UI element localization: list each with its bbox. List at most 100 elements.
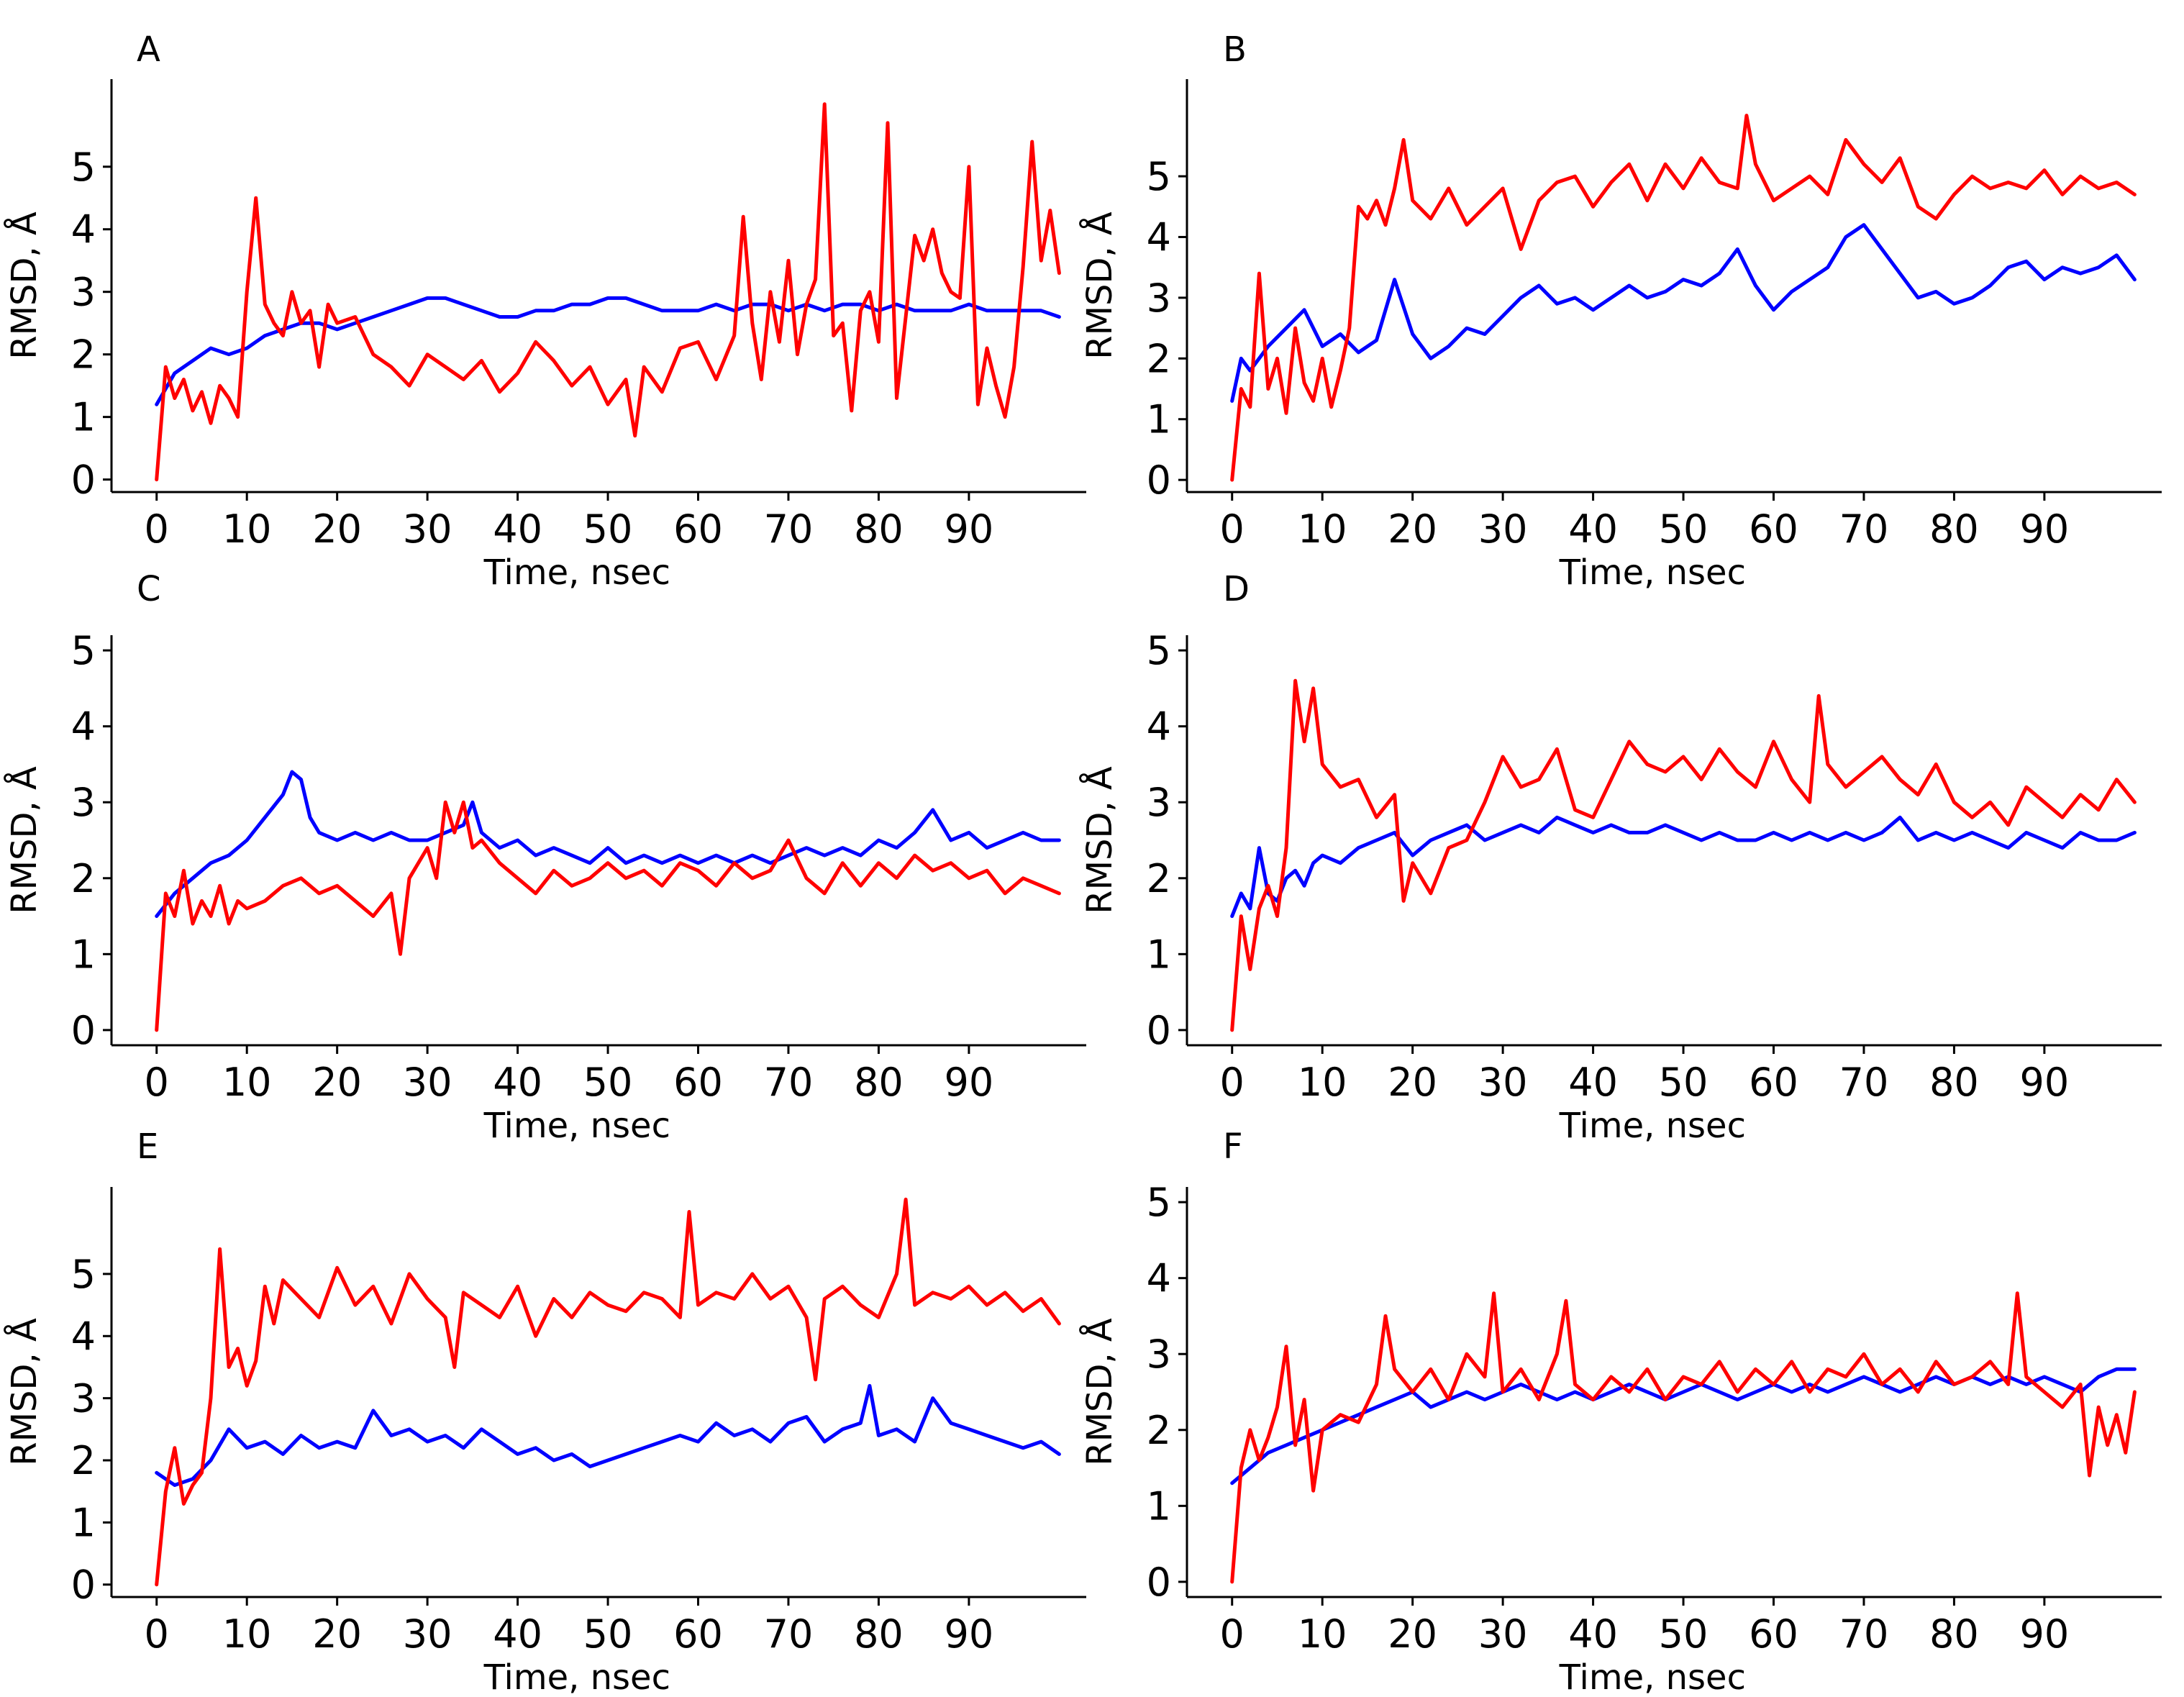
x-tick-label: 30 [1478, 1060, 1528, 1105]
x-tick-label: 60 [1749, 1060, 1798, 1105]
x-tick-label: 0 [145, 506, 169, 552]
x-tick-label: 20 [1388, 506, 1437, 552]
y-axis-title: RMSD, Å [4, 766, 45, 914]
series-line-blue [155, 296, 1061, 406]
y-tick-label: 0 [1147, 458, 1171, 503]
y-tick-label: 0 [1147, 1560, 1171, 1605]
x-tick-label: 0 [145, 1611, 169, 1657]
series-line-red [155, 102, 1061, 482]
y-tick-label: 2 [71, 856, 96, 901]
x-tick-label: 40 [1568, 1611, 1618, 1657]
x-tick-label: 60 [673, 1611, 723, 1657]
y-tick-label: 5 [71, 628, 96, 673]
x-tick-label: 70 [764, 506, 814, 552]
x-tick-label: 80 [1929, 1611, 1979, 1657]
y-tick-label: 5 [1147, 628, 1171, 673]
y-tick-label: 3 [1147, 1332, 1171, 1377]
x-tick-label: 80 [854, 506, 904, 552]
x-tick-label: 60 [673, 1060, 723, 1105]
y-tick-label: 5 [1147, 154, 1171, 199]
y-tick-label: 3 [71, 270, 96, 315]
x-axis-title: Time, nsec [483, 1106, 670, 1146]
y-tick-label: 4 [1147, 214, 1171, 260]
x-tick-label: 90 [2020, 1611, 2070, 1657]
series-line-red [155, 800, 1061, 1032]
series-line-blue [1230, 223, 2137, 403]
series-line-blue [155, 770, 1061, 919]
y-tick-label: 1 [1147, 1483, 1171, 1529]
x-tick-label: 40 [493, 1611, 542, 1657]
x-tick-label: 80 [1929, 506, 1979, 552]
y-tick-label: 1 [71, 1500, 96, 1545]
panel-label: A [137, 29, 160, 70]
x-tick-label: 30 [403, 1060, 452, 1105]
x-axis-title: Time, nsec [1559, 1106, 1746, 1146]
x-tick-label: 70 [1839, 1611, 1889, 1657]
x-tick-label: 30 [1478, 506, 1528, 552]
y-axis-title: RMSD, Å [1079, 1318, 1120, 1466]
x-tick-label: 70 [1839, 506, 1889, 552]
panel-label: E [137, 1127, 158, 1167]
x-tick-label: 70 [764, 1060, 814, 1105]
x-tick-label: 10 [222, 506, 272, 552]
x-axis-title: Time, nsec [483, 552, 670, 593]
y-axis-title: RMSD, Å [4, 211, 45, 360]
y-tick-label: 1 [71, 932, 96, 977]
y-tick-label: 5 [71, 1252, 96, 1297]
x-tick-label: 90 [2020, 506, 2070, 552]
x-tick-label: 90 [2020, 1060, 2070, 1105]
y-tick-label: 3 [1147, 780, 1171, 825]
y-tick-label: 2 [71, 1438, 96, 1483]
x-tick-label: 40 [493, 1060, 542, 1105]
y-tick-label: 3 [1147, 276, 1171, 321]
x-tick-label: 30 [403, 1611, 452, 1657]
x-tick-label: 70 [1839, 1060, 1889, 1105]
x-tick-label: 20 [312, 1611, 362, 1657]
x-tick-label: 50 [583, 1060, 633, 1105]
x-tick-label: 40 [1568, 1060, 1618, 1105]
series-line-red [1230, 114, 2137, 482]
y-tick-label: 0 [71, 458, 96, 503]
y-tick-label: 4 [71, 1314, 96, 1359]
x-tick-label: 90 [945, 506, 994, 552]
x-tick-label: 50 [583, 1611, 633, 1657]
y-tick-label: 2 [71, 332, 96, 378]
x-tick-label: 0 [1220, 1060, 1245, 1105]
y-tick-label: 0 [1147, 1008, 1171, 1053]
series-line-blue [155, 1383, 1061, 1487]
y-tick-label: 3 [71, 1376, 96, 1421]
x-axis-title: Time, nsec [1559, 552, 1746, 593]
x-tick-label: 70 [764, 1611, 814, 1657]
x-tick-label: 90 [945, 1060, 994, 1105]
y-tick-label: 2 [1147, 336, 1171, 381]
panel-label: B [1223, 29, 1247, 70]
y-tick-label: 4 [71, 207, 96, 252]
x-tick-label: 10 [1298, 1060, 1347, 1105]
x-tick-label: 0 [145, 1060, 169, 1105]
y-tick-label: 2 [1147, 856, 1171, 901]
y-tick-label: 1 [1147, 397, 1171, 442]
x-tick-label: 20 [312, 1060, 362, 1105]
y-tick-label: 5 [71, 145, 96, 190]
series-line-blue [1230, 815, 2137, 919]
y-axis-title: RMSD, Å [4, 1318, 45, 1466]
x-tick-label: 0 [1220, 1611, 1245, 1657]
y-tick-label: 1 [1147, 932, 1171, 977]
y-axis-title: RMSD, Å [1079, 766, 1120, 914]
series-line-red [155, 1197, 1061, 1587]
x-tick-label: 50 [1659, 1060, 1708, 1105]
x-tick-label: 40 [493, 506, 542, 552]
x-tick-label: 80 [854, 1611, 904, 1657]
x-tick-label: 90 [945, 1611, 994, 1657]
x-tick-label: 80 [854, 1060, 904, 1105]
x-tick-label: 0 [1220, 506, 1245, 552]
y-tick-label: 1 [71, 395, 96, 440]
panel-label: C [137, 569, 161, 609]
series-line-red [1230, 678, 2137, 1032]
y-tick-label: 3 [71, 780, 96, 825]
